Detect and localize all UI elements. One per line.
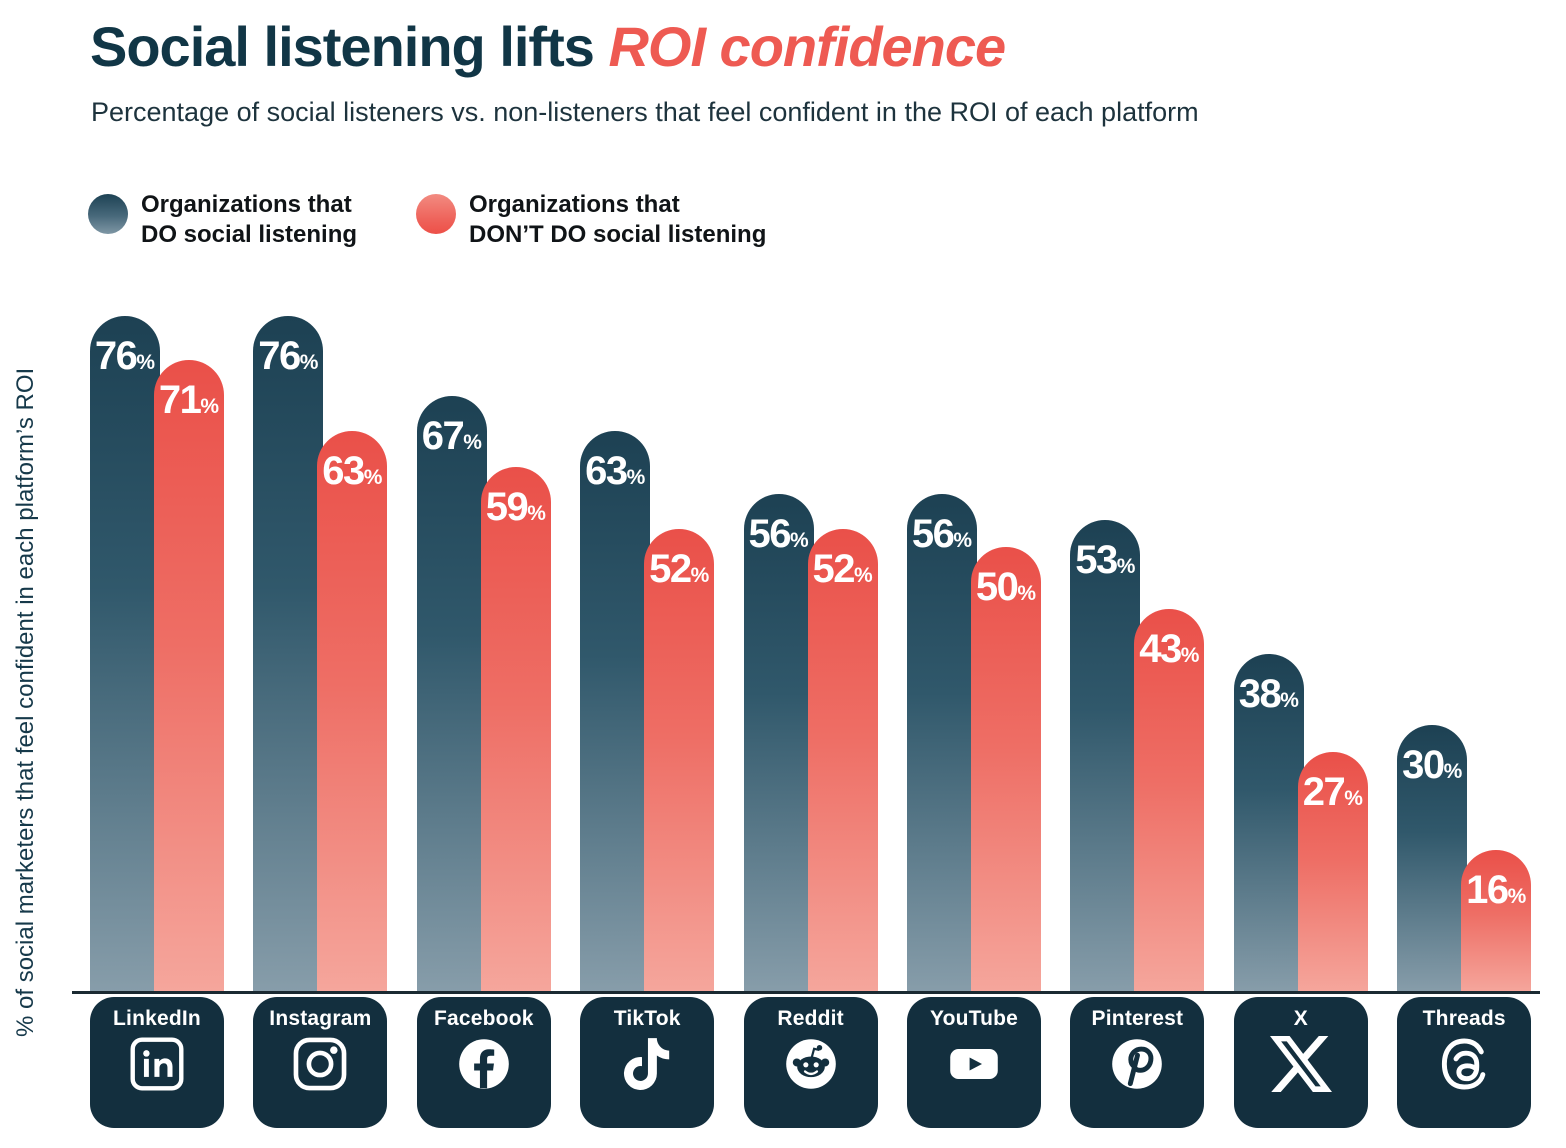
bar-value-label: 63% [322, 449, 383, 493]
instagram-icon [289, 1033, 351, 1095]
tiktok-icon [616, 1033, 678, 1095]
x-axis-line [72, 991, 1540, 994]
youtube-icon [943, 1033, 1005, 1095]
bar-dont-listening-reddit: 52% [807, 529, 878, 992]
platform-box-reddit: Reddit [743, 997, 878, 1128]
bar-do-listening-x: 38% [1233, 654, 1304, 992]
bar-value-label: 52% [812, 547, 873, 591]
platform-label-youtube: YouTube [929, 1007, 1019, 1030]
platform-label-x: X [1293, 1007, 1308, 1030]
legend-label-do: Organizations that DO social listening [141, 191, 358, 248]
bar-dont-listening-pinterest: 43% [1134, 609, 1205, 992]
legend-label-dont: Organizations that DON’T DO social liste… [469, 191, 767, 248]
legend-item-do-listening: Organizations that DO social listening [88, 190, 357, 250]
platform-label-facebook: Facebook [433, 1007, 534, 1030]
page-title: Social listening lifts ROI confidence [90, 14, 1006, 79]
platform-box-tiktok: TikTok [580, 997, 715, 1128]
bar-do-listening-reddit: 56% [743, 494, 814, 992]
bar-value-label: 50% [975, 565, 1037, 609]
bar-dont-listening-facebook: 59% [480, 467, 551, 992]
bar-value-label: 67% [421, 414, 482, 458]
legend-swatch-dont-icon [416, 194, 456, 234]
bar-do-listening-threads: 30% [1397, 725, 1468, 992]
bar-do-listening-facebook: 67% [416, 396, 487, 992]
reddit-icon [780, 1033, 842, 1095]
platform-label-reddit: Reddit [777, 1007, 844, 1030]
bar-do-listening-linkedin: 76% [90, 316, 160, 992]
bar-value-label: 52% [649, 547, 710, 591]
platform-box-threads: Threads [1397, 997, 1532, 1128]
subtitle: Percentage of social listeners vs. non-l… [91, 97, 1199, 127]
bar-value-label: 56% [748, 512, 809, 556]
bar-value-label: 16% [1466, 868, 1527, 912]
platform-box-youtube: YouTube [907, 997, 1041, 1128]
bar-dont-listening-x: 27% [1297, 752, 1368, 992]
pinterest-icon [1106, 1033, 1168, 1095]
bar-dont-listening-instagram: 63% [317, 431, 388, 992]
bar-dont-listening-youtube: 50% [971, 547, 1041, 992]
bar-do-listening-tiktok: 63% [580, 431, 651, 992]
platform-label-instagram: Instagram [269, 1007, 372, 1030]
bar-dont-listening-threads: 16% [1461, 850, 1532, 992]
bar-value-label: 76% [258, 334, 319, 378]
platform-box-facebook: Facebook [416, 997, 551, 1128]
platform-box-linkedin: LinkedIn [90, 997, 224, 1128]
bar-dont-listening-linkedin: 71% [154, 360, 224, 992]
bar-value-label: 71% [158, 378, 220, 422]
bar-do-listening-instagram: 76% [253, 316, 324, 992]
facebook-icon [453, 1033, 515, 1095]
legend-swatch-do-icon [88, 194, 128, 234]
platform-box-x: X [1233, 997, 1368, 1128]
bar-value-label: 27% [1302, 770, 1363, 814]
bar-do-listening-pinterest: 53% [1070, 520, 1141, 992]
platform-label-pinterest: Pinterest [1091, 1007, 1184, 1030]
x-icon [1269, 1033, 1332, 1095]
bar-value-label: 59% [485, 485, 546, 529]
bar-value-label: 30% [1402, 743, 1463, 787]
platform-label-threads: Threads [1422, 1007, 1506, 1030]
title-accent: ROI confidence [608, 15, 1006, 78]
title-main: Social listening lifts [90, 15, 595, 78]
bar-value-label: 38% [1238, 672, 1299, 716]
platform-box-pinterest: Pinterest [1070, 997, 1205, 1128]
bar-value-label: 63% [585, 449, 646, 493]
bar-value-label: 76% [94, 334, 156, 378]
threads-icon [1433, 1033, 1495, 1095]
linkedin-icon [126, 1033, 188, 1095]
bar-value-label: 56% [911, 512, 973, 556]
bar-value-label: 43% [1139, 627, 1200, 671]
platform-label-tiktok: TikTok [613, 1007, 681, 1030]
bar-dont-listening-tiktok: 52% [644, 529, 715, 992]
bar-value-label: 53% [1075, 538, 1136, 582]
legend-item-dont-listening: Organizations that DON’T DO social liste… [416, 190, 766, 250]
bar-do-listening-youtube: 56% [907, 494, 977, 992]
platform-label-linkedin: LinkedIn [113, 1007, 201, 1030]
platform-box-instagram: Instagram [253, 997, 388, 1128]
